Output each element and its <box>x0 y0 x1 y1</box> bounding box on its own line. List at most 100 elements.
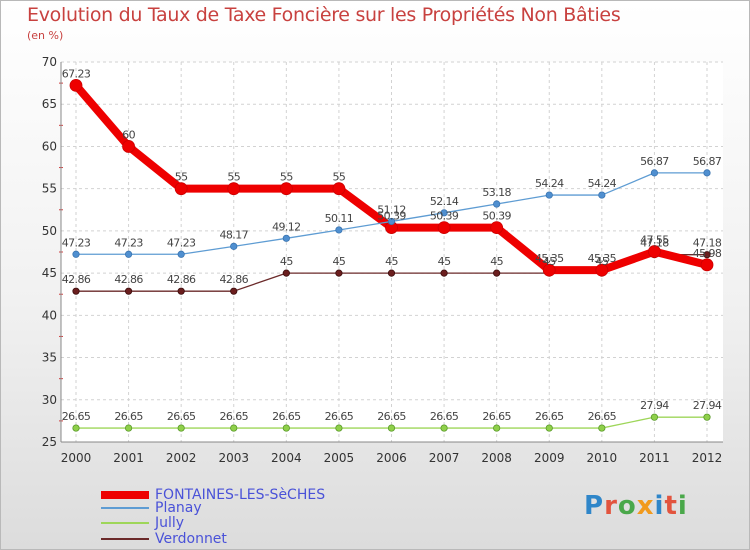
data-point <box>282 269 290 277</box>
x-tick-label: 2001 <box>113 451 144 465</box>
data-label: 51.12 <box>377 203 406 216</box>
legend-swatch <box>101 491 149 499</box>
data-point <box>332 182 346 196</box>
page-title: Evolution du Taux de Taxe Foncière sur l… <box>27 4 621 26</box>
data-point <box>493 200 501 208</box>
x-tick-label: 2011 <box>639 451 670 465</box>
data-label: 45.35 <box>535 252 564 265</box>
data-point <box>440 424 448 432</box>
legend-label: FONTAINES-LES-SèCHES <box>155 487 326 503</box>
data-point <box>648 245 661 258</box>
data-point <box>230 287 238 295</box>
data-point <box>440 209 448 217</box>
data-point <box>282 234 290 242</box>
data-label: 42.86 <box>220 273 249 286</box>
data-point <box>387 424 396 432</box>
data-label: 26.65 <box>430 410 459 423</box>
data-label: 27.94 <box>640 399 669 412</box>
data-label: 45 <box>595 255 608 268</box>
data-label: 26.65 <box>535 410 564 423</box>
x-tick-label: 2010 <box>587 451 618 465</box>
data-label: 27.94 <box>693 399 722 412</box>
data-point <box>177 424 185 432</box>
data-label: 42.86 <box>114 273 143 286</box>
data-point <box>598 191 606 199</box>
data-point <box>493 424 501 432</box>
data-point <box>493 269 501 277</box>
data-point <box>227 182 241 196</box>
plot-area <box>61 62 723 442</box>
y-tick-label: 40 <box>42 308 57 322</box>
data-point <box>595 263 609 277</box>
data-label: 26.65 <box>325 410 354 423</box>
data-point <box>282 424 290 432</box>
data-label: 47.23 <box>114 236 143 249</box>
legend-swatch <box>101 507 149 509</box>
data-label: 54.24 <box>535 177 564 190</box>
legend-label: Jully <box>155 515 185 531</box>
data-label: 55 <box>280 171 293 184</box>
y-tick-label: 60 <box>42 139 57 153</box>
data-label: 42.86 <box>62 273 91 286</box>
data-label: 49.12 <box>272 220 301 233</box>
legend-item-fontaines: FONTAINES-LES-SèCHES <box>101 487 325 503</box>
data-point <box>72 250 80 258</box>
data-label: 45.98 <box>693 247 722 260</box>
data-label: 47.18 <box>693 237 722 250</box>
legend-item-verdonnet: Verdonnet <box>101 531 227 547</box>
data-point <box>545 424 553 432</box>
data-point <box>335 424 343 432</box>
unit-subtitle: (en %) <box>27 29 64 42</box>
data-label: 45.35 <box>588 252 617 265</box>
y-tick-label: 65 <box>42 97 57 111</box>
data-label: 53.18 <box>482 186 511 199</box>
data-label: 48.17 <box>220 228 249 241</box>
data-label: 26.65 <box>167 410 196 423</box>
legend-swatch <box>101 538 149 540</box>
data-point <box>279 182 293 196</box>
data-point <box>230 242 238 250</box>
y-tick-label: 55 <box>42 182 57 196</box>
y-tick-label: 45 <box>42 266 57 280</box>
data-point <box>700 258 714 272</box>
x-tick-label: 2004 <box>271 451 302 465</box>
x-tick-label: 2005 <box>324 451 355 465</box>
data-point <box>598 424 606 432</box>
data-label: 45 <box>438 255 451 268</box>
data-label: 56.87 <box>640 155 669 168</box>
data-label: 54.24 <box>588 177 617 190</box>
data-point <box>122 140 135 153</box>
data-point <box>335 269 343 277</box>
x-tick-label: 2009 <box>534 451 565 465</box>
y-tick-label: 35 <box>42 351 57 365</box>
data-point <box>703 251 711 259</box>
data-label: 45 <box>280 255 293 268</box>
data-label: 47.18 <box>640 237 669 250</box>
data-label: 42.86 <box>167 273 196 286</box>
data-label: 67.23 <box>62 67 91 80</box>
x-tick-label: 2007 <box>429 451 460 465</box>
data-label: 26.65 <box>62 410 91 423</box>
x-tick-label: 2008 <box>481 451 512 465</box>
data-point <box>174 182 188 196</box>
y-tick-label: 30 <box>42 393 57 407</box>
data-point <box>335 226 343 234</box>
data-label: 55 <box>333 171 346 184</box>
data-point <box>124 250 133 258</box>
data-label: 52.14 <box>430 195 459 208</box>
data-point <box>72 287 80 295</box>
data-label: 26.65 <box>377 410 406 423</box>
data-label: 45 <box>490 255 503 268</box>
legend-swatch <box>101 522 149 524</box>
data-label: 26.65 <box>220 410 249 423</box>
y-tick-label: 50 <box>42 224 57 238</box>
data-point <box>703 169 711 177</box>
x-tick-label: 2002 <box>166 451 197 465</box>
data-label: 47.23 <box>62 236 91 249</box>
legend-item-planay: Planay <box>101 500 202 516</box>
x-tick-label: 2012 <box>692 451 723 465</box>
proxiti-logo: Proxiti <box>584 491 688 521</box>
data-label: 45 <box>385 255 398 268</box>
